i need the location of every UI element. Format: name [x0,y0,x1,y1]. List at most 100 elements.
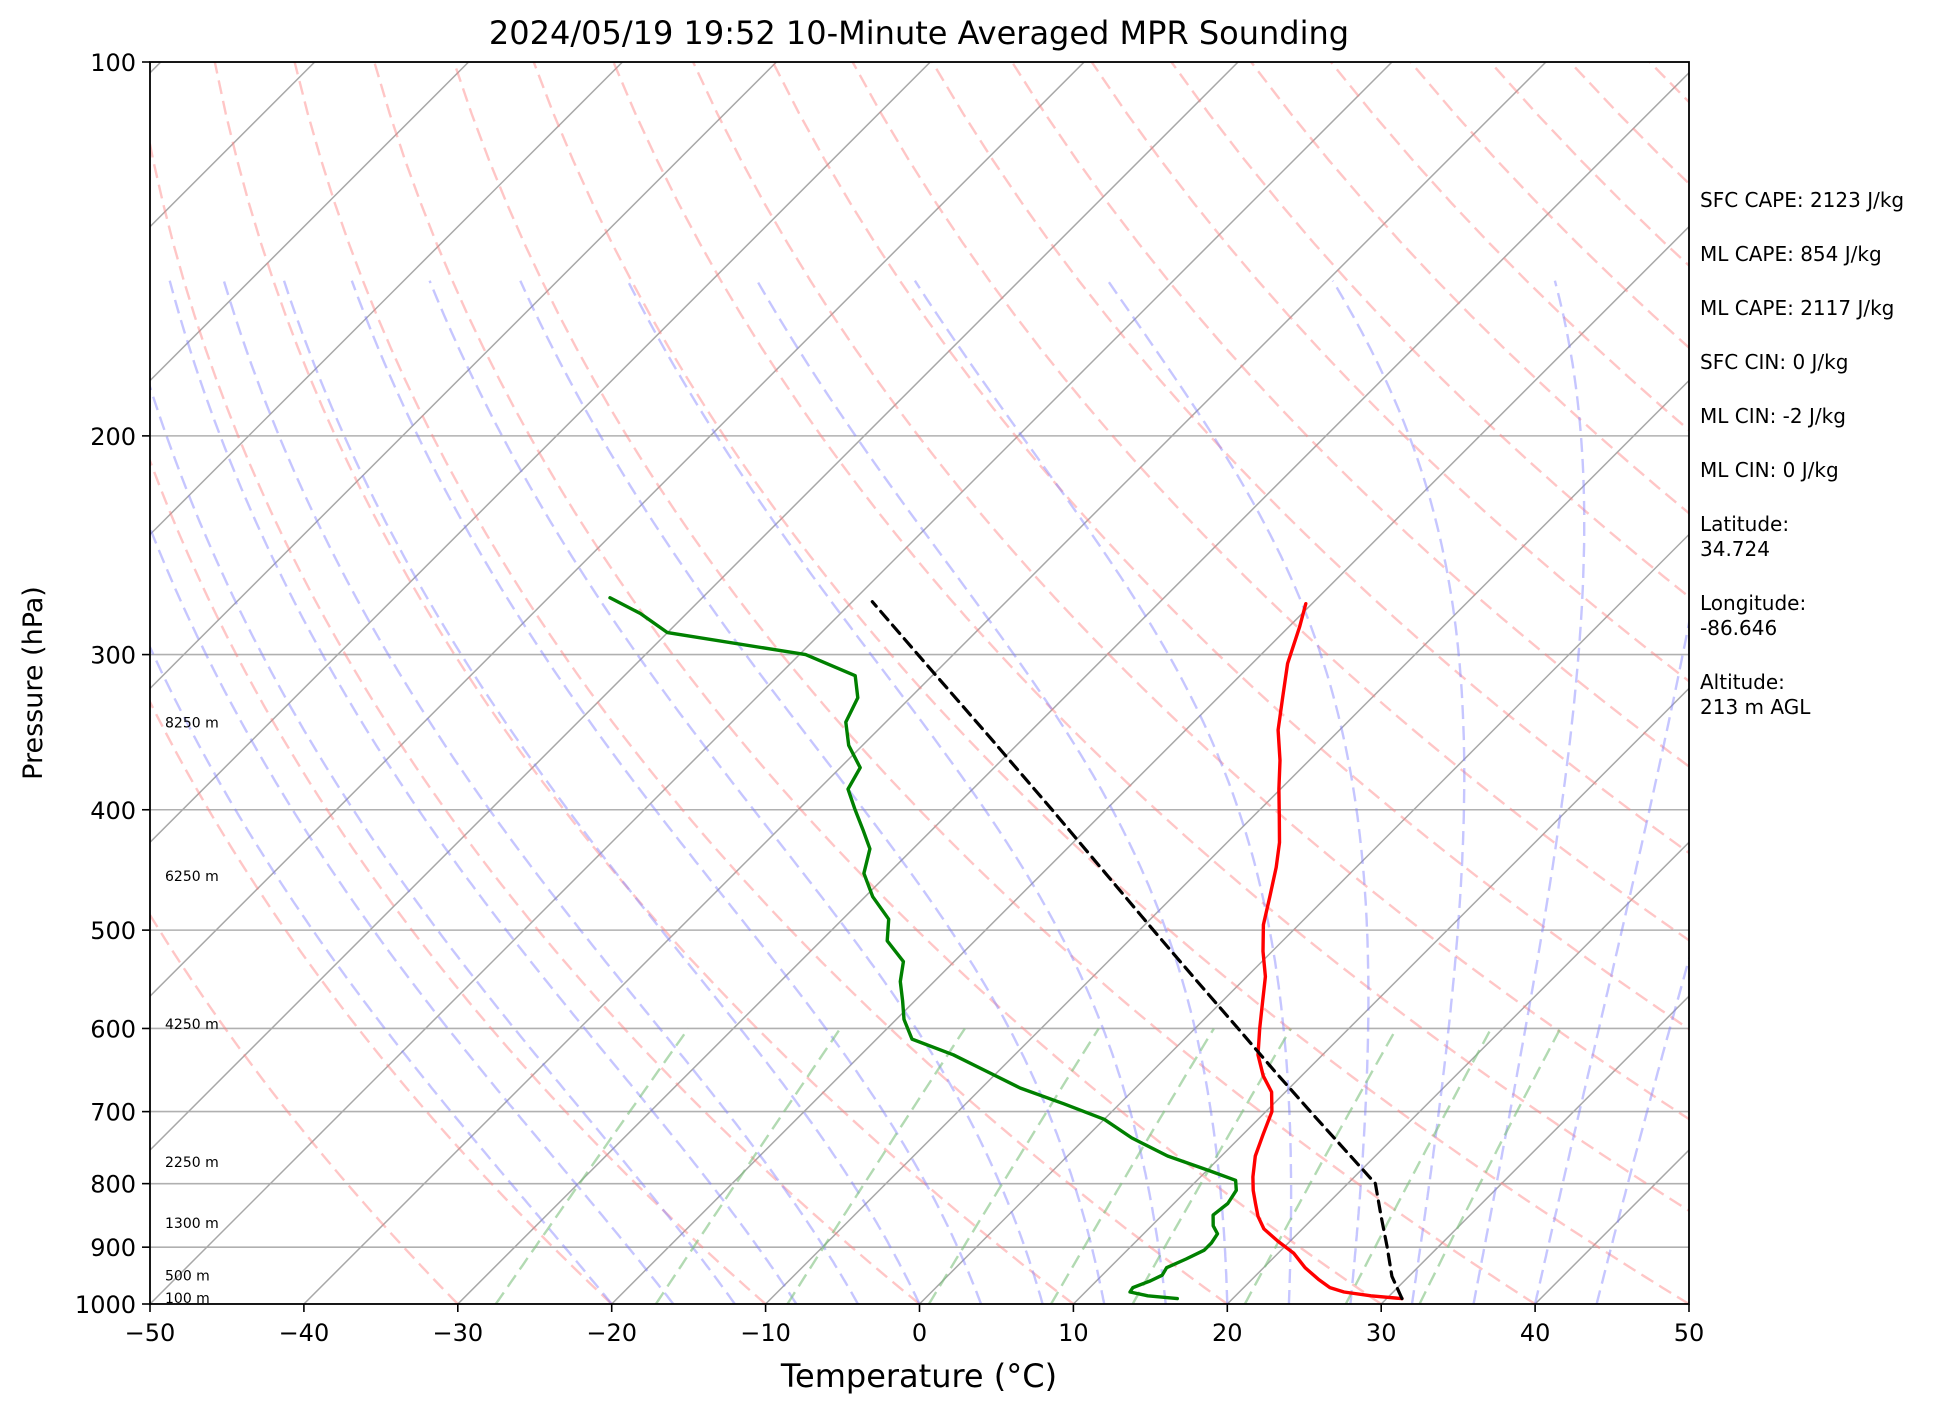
moist-adiabat-line [1472,280,1586,1304]
isotherm-line [765,379,1689,1304]
y-tick-label: 800 [90,1171,136,1199]
mixing-ratio-line [1243,1027,1398,1304]
mixing-ratio-line [786,1027,966,1304]
isotherm-line [1072,687,1689,1304]
y-tick-label: 700 [90,1099,136,1127]
x-tick-label: −30 [432,1319,483,1347]
isotherm-line [150,62,1393,1304]
moist-adiabat-line [150,382,736,1304]
isotherm-line [150,62,624,536]
isotherm-line [1226,841,1689,1304]
isotherm-line [150,62,1239,1152]
dry-adiabat-line [213,62,1075,1304]
x-axis-label: Temperature (°C) [780,1357,1057,1395]
stat-ml-cin-2: ML CIN: 0 J/kg [1700,458,1839,482]
y-tick-label: 300 [90,642,136,670]
moist-adiabat-line [428,280,1044,1304]
dewpoint-profile-line [608,596,1238,1301]
height-label: 2250 m [165,1155,219,1171]
x-tick-label: −20 [586,1319,637,1347]
mixing-ratio-line [494,1027,690,1304]
dry-adiabat-line [150,138,921,1304]
dry-adiabat-line [612,62,1689,1213]
height-label: 8250 m [165,716,219,732]
x-tick-label: −40 [279,1319,330,1347]
isotherm-line [1380,995,1689,1304]
moist-adiabat-line [150,644,613,1304]
mixing-ratio-line [1131,1027,1292,1304]
y-tick-label: 500 [90,917,136,945]
parcel-profile-line [870,600,1404,1301]
moist-adiabat-line [626,280,1167,1304]
moist-adiabat-line [1106,280,1370,1304]
moist-adiabat-line [756,280,1229,1304]
moist-adiabat-line [519,280,1106,1304]
moist-adiabat-line [913,280,1293,1304]
moist-adiabat-line [350,280,983,1304]
stat-ml-cin: ML CIN: -2 J/kg [1700,404,1846,428]
sounding-stats-panel: SFC CAPE: 2123 J/kg ML CAPE: 854 J/kg ML… [1700,188,1930,749]
mixing-ratio-line [654,1027,842,1304]
y-tick-label: 900 [90,1234,136,1262]
isotherm-line [150,62,777,690]
x-tick-label: 20 [1212,1319,1243,1347]
isotherm-line [150,62,470,382]
x-tick-label: 40 [1520,1319,1551,1347]
dry-adiabat-line [532,62,1689,1304]
height-label: 4250 m [165,1017,219,1033]
y-tick-label: 400 [90,797,136,825]
mixing-ratio-line [1344,1027,1493,1304]
background-lines [150,62,1689,1304]
isotherm-line [150,62,1085,998]
y-tick-label: 600 [90,1015,136,1043]
x-axis-ticks: −50 −40 −30 −20 −10 0 10 20 30 40 50 [125,1304,1705,1347]
isotherm-line [611,225,1689,1304]
stat-latitude: Latitude: 34.724 [1700,512,1790,561]
sounding-lines [608,596,1404,1301]
x-tick-label: 10 [1058,1319,1089,1347]
height-label: 6250 m [165,869,219,885]
stat-ml-cape: ML CAPE: 854 J/kg [1700,242,1882,266]
moist-adiabat-line [150,525,675,1304]
temperature-profile-line [1251,602,1404,1301]
y-axis-label: Pressure (hPa) [18,586,49,780]
stat-altitude: Altitude: 213 m AGL [1700,670,1811,719]
mixing-ratio-line [1418,1027,1562,1304]
moist-adiabat-line [1595,954,1689,1304]
y-tick-label: 100 [90,49,136,77]
dry-adiabat-line [452,62,1536,1304]
height-label: 1300 m [165,1216,219,1232]
moist-adiabat-line [282,280,921,1304]
x-tick-label: 30 [1366,1319,1397,1347]
dry-adiabat-line [150,457,767,1304]
moist-adiabat-line [222,280,859,1304]
x-tick-label: −50 [125,1319,176,1347]
moist-adiabat-line [168,280,798,1304]
stat-sfc-cin: SFC CIN: 0 J/kg [1700,350,1849,374]
stat-ml-cape-2: ML CAPE: 2117 J/kg [1700,296,1895,320]
chart-title: 2024/05/19 19:52 10-Minute Averaged MPR … [489,14,1349,52]
y-tick-label: 200 [90,423,136,451]
x-tick-label: −10 [740,1319,791,1347]
y-axis-ticks: 100 200 300 400 500 600 700 800 900 1000 [75,49,150,1319]
moist-adiabat-line [1533,616,1689,1304]
y-tick-label: 1000 [75,1291,136,1319]
dry-adiabat-line [771,62,1689,1031]
isotherm-line [457,71,1689,1304]
isotherm-line [918,533,1689,1304]
dry-adiabat-line [692,62,1689,1121]
isotherm-line [150,62,931,844]
mixing-ratio-line [927,1027,1100,1304]
moist-adiabat-line [1331,280,1466,1304]
isotherm-line [303,62,1547,1304]
x-tick-label: 50 [1674,1319,1705,1347]
x-tick-label: 0 [912,1319,927,1347]
height-label: 500 m [165,1268,210,1284]
stat-sfc-cape: SFC CAPE: 2123 J/kg [1700,188,1905,212]
dry-adiabat-line [150,699,613,1304]
mixing-ratio-line [1050,1027,1215,1304]
stat-longitude: Longitude: -86.646 [1700,591,1807,640]
dry-adiabat-line [293,62,1229,1304]
